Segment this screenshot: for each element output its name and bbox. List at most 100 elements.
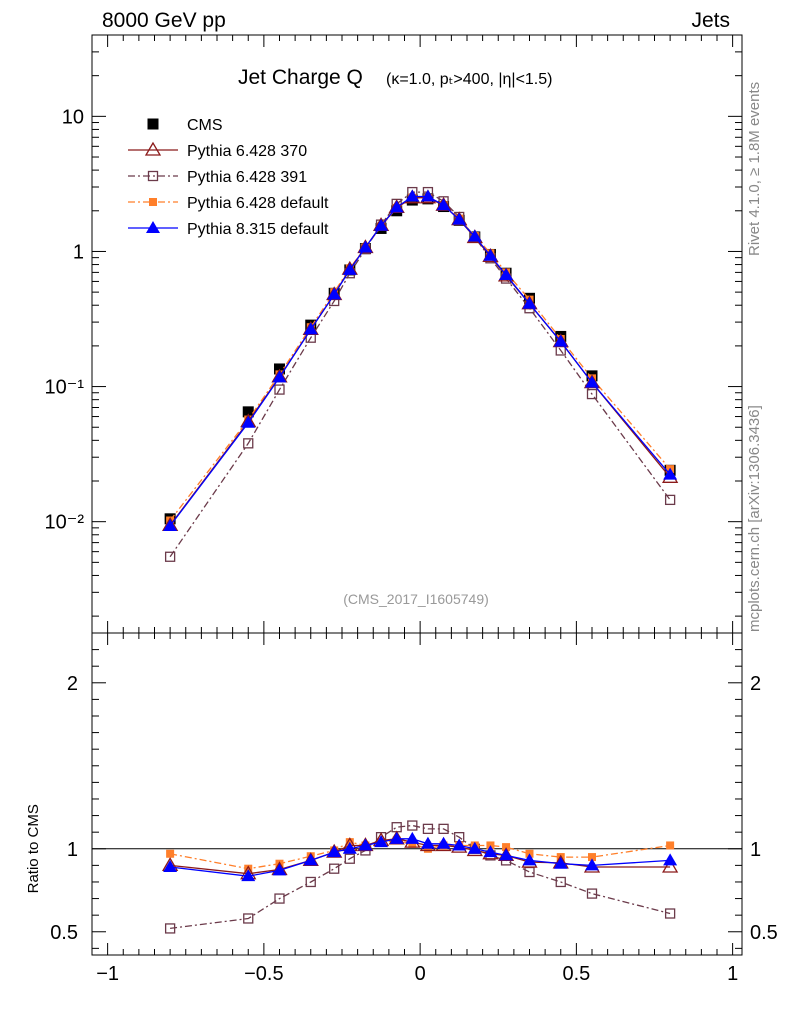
chart-title: Jet Charge Q [238,66,363,89]
series-2-ratio-point [164,923,176,934]
series-3-ratio-point [588,853,596,862]
axis-labels: −1 −0.5 0 0.5 1 10 1 10⁻¹ 10⁻² 2 2 1 1 0.5 0.5 Ratio to… [25,66,778,985]
mcplots-credit-label: mcplots.cern.ch [arXiv:1306.3436] [746,405,763,632]
series-4-point [272,370,287,383]
ratio-y-tick-label-right: 0.5 [750,922,778,944]
legend-label: Pythia 8.315 default [187,221,329,238]
ratio-y-axis-label: Ratio to CMS [25,804,42,893]
legend-marker [147,118,159,130]
series-4-ratio-point [342,841,357,854]
ratio-y-tick-label-right: 2 [750,673,761,695]
series-4-ratio-line [170,838,671,877]
plot-frames [91,34,743,956]
series-4-ratio-point [389,831,404,844]
series-3-ratio-point [666,841,675,850]
header-energy-label: 8000 GeV pp [102,9,226,32]
x-tick-label: −0.5 [244,963,283,985]
main-series [161,186,679,562]
ratio-y-tick-label-right: 1 [750,839,761,861]
x-tick-label: 0 [415,963,426,985]
series-2-point [586,388,598,400]
series-2-ratio-point [438,823,449,835]
series-0-point [242,406,254,418]
series-4-ratio-point [241,869,256,882]
series-4-point [163,518,178,531]
ratio-y-tick-label: 1 [67,839,78,861]
series-4-point [389,200,404,213]
series-4-ratio-point [303,853,318,866]
ratio-frame [91,632,743,956]
series-4-point [522,296,537,309]
series-3-line [169,197,671,521]
series-4-ratio-point [585,858,599,871]
series-2-point [243,438,254,449]
series-4-point [420,189,435,202]
series-4-ratio-point [522,853,537,866]
y-tick-label: 1 [73,241,84,263]
series-4-ratio-point [499,848,514,861]
series-4-ratio-point [272,863,287,876]
series-4-point [303,322,318,335]
series-2-ratio-point [422,823,434,835]
x-tick-label: 1 [727,963,738,985]
series-4-ratio-point [405,831,420,844]
legend-marker [149,198,157,206]
series-4-line [169,195,671,527]
ratio-y-tick-label: 2 [67,673,78,695]
analysis-tag: (CMS_2017_I1605749) [343,591,489,607]
ratio-series [161,820,679,934]
series-4-point [342,262,357,275]
series-4-ratio-point [467,841,482,854]
series-4-ratio-point [663,853,678,866]
series-4-point [585,375,599,388]
chart-title-detail: (κ=1.0, pₜ>400, |η|<1.5) [386,71,552,88]
legend-label: Pythia 6.428 391 [187,169,307,186]
x-tick-label: 0.5 [562,963,590,985]
series-3-ratio-point [244,864,253,873]
series-4-ratio-point [452,838,467,851]
series-1-line [169,197,671,526]
series-2-ratio-point [524,866,535,878]
series-2-ratio-point [274,893,285,904]
series-4-point [452,212,467,225]
series-3-ratio-point [502,843,511,852]
series-2-ratio-point [329,863,340,874]
series-4-point [467,229,482,242]
series-4-ratio-point [163,860,178,873]
legend-label: Pythia 6.428 default [187,195,329,212]
series-4-point [483,248,498,261]
y-tick-label: 10⁻¹ [45,377,85,399]
series-2-ratio-point [555,876,566,888]
series-4-point [241,415,256,428]
y-tick-label: 10⁻² [45,512,85,534]
series-4-point [553,334,568,347]
series-4-point [663,467,678,480]
series-4-ratio-point [420,836,435,849]
ratio-y-tick-label: 0.5 [50,922,78,944]
legend-label: CMS [187,117,223,134]
series-4-ratio-point [374,835,389,848]
series-4-point [436,198,451,211]
series-4-ratio-point [483,845,498,858]
series-2-ratio-point [586,888,598,899]
legend: CMS Pythia 6.428 370 Pythia 6.428 391 Pythi… [128,117,329,238]
x-tick-label: −1 [96,963,119,985]
series-3-ratio-point [166,849,175,858]
legend-marker [147,170,159,182]
series-4-ratio-point [327,845,342,858]
series-4-point [374,218,389,231]
series-4-point [405,189,420,202]
series-4-point [358,240,373,253]
series-2-ratio-point [664,908,676,919]
series-2-point [164,551,176,562]
series-4-point [327,287,342,300]
series-2-ratio-point [344,853,355,864]
legend-marker [144,141,162,156]
series-1-ratio-point [661,858,679,873]
series-2-ratio-point [305,876,316,888]
legend-label: Pythia 6.428 370 [187,143,307,160]
series-2-ratio-point [243,913,254,924]
series-2-point [664,494,676,506]
series-2-point [274,384,285,395]
